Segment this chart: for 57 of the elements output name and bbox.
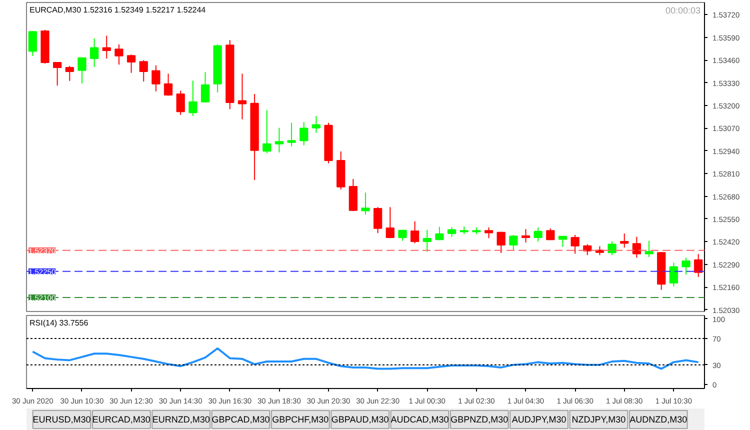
candlestick [620,232,629,248]
candlestick [28,30,37,56]
candlestick [632,236,642,258]
candlestick [126,54,136,74]
line-series [32,347,700,370]
candlestick [238,73,247,120]
candlestick [447,226,456,238]
candlestick [274,127,284,153]
candlestick [484,226,494,239]
text: NZDJPY,M30 [572,414,626,424]
candlestick [52,62,62,86]
text: GBPAUD,M30 [331,414,389,424]
candlestick [644,240,654,258]
candlestick [509,234,518,251]
candlestick [164,73,173,96]
candlestick [102,35,111,60]
text: AUDNZD,M30 [630,414,688,424]
candlestick [422,229,432,252]
candlestick [521,228,530,244]
text: GBPNZD,M30 [450,414,508,424]
candlestick [682,257,690,276]
text: EURNZD,M30 [152,414,210,424]
candlestick [188,80,198,116]
candlestick [200,72,210,104]
candlestick [262,110,272,154]
candlestick [410,220,420,244]
chart-title: EURCAD,M30 1.52316 1.52349 1.52217 1.52244 [30,6,206,14]
text: GBPCHF,M30 [272,414,329,424]
text: EURCAD,M30 [92,414,150,424]
candlestick [534,226,542,242]
text: EURUSD,M30 [32,414,91,424]
candlestick [90,38,99,68]
candlestick [312,115,321,134]
candlestick [361,192,370,216]
chart-title: RSI(14) 33.7556 [30,318,89,328]
text: GBPCAD,M30 [212,414,270,424]
candlestick [300,122,308,146]
candlestick [348,178,358,212]
candlestick [570,234,580,254]
candlestick [139,60,148,82]
candlestick [374,206,382,234]
candlestick [152,64,160,92]
candlestick [114,44,124,66]
text: AUDCAD,M30 [390,414,449,424]
candlestick [496,231,506,254]
candlestick [669,262,678,287]
candlestick [435,226,444,241]
candlestick [386,206,394,239]
candlestick [608,240,616,256]
annotation: 00:00:03 [665,6,701,16]
candlestick [583,244,592,256]
candlestick [176,90,185,116]
candlestick [694,254,703,278]
candlestick [78,56,86,84]
text: AUDJPY,M30 [512,414,566,424]
candlestick [65,66,74,82]
candlestick [287,122,296,147]
